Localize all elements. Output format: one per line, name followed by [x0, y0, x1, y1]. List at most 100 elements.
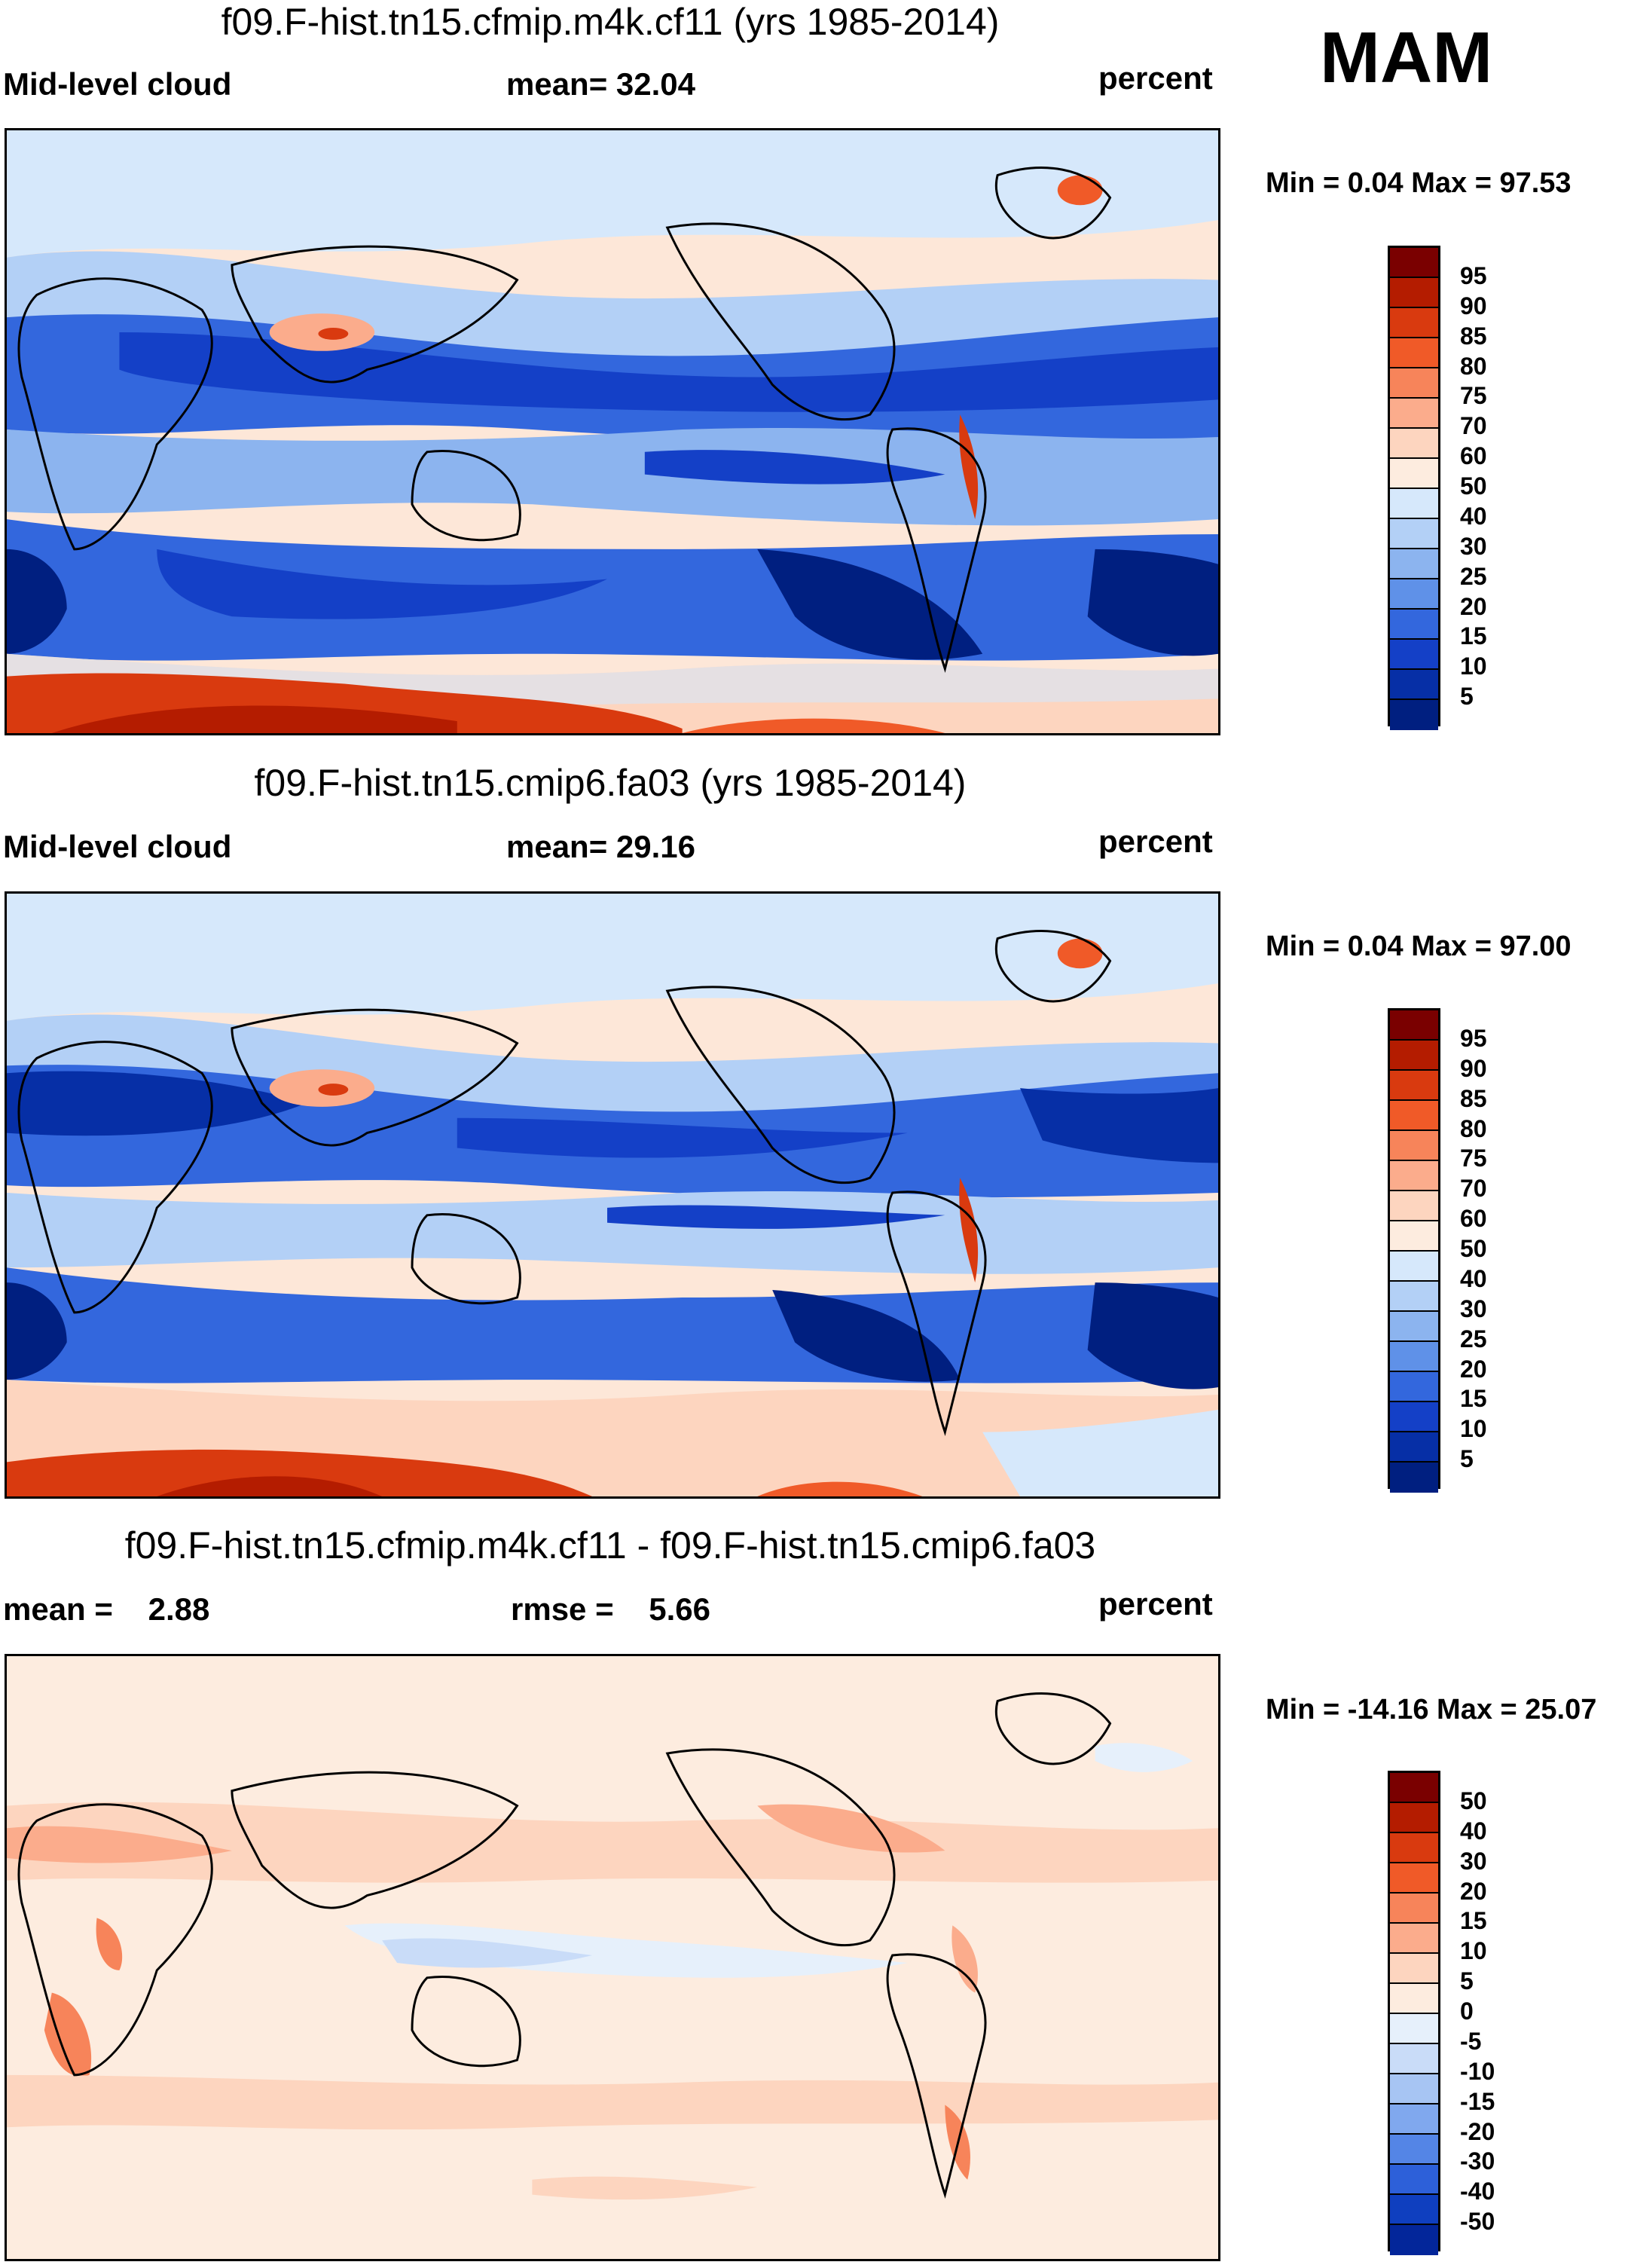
colorbar-tick-label: 90 [1460, 292, 1487, 319]
colorbar-swatch [1390, 2104, 1438, 2135]
colorbar-swatch [1390, 1924, 1438, 1954]
colorbar-tick-label: -10 [1460, 2057, 1495, 2085]
panel3-title: f09.F-hist.tn15.cfmip.m4k.cf11 - f09.F-h… [124, 1524, 1096, 1567]
colorbar-tick-label: 70 [1460, 1175, 1487, 1203]
colorbar-swatch [1390, 1252, 1438, 1282]
season-label: MAM [1320, 17, 1493, 98]
panel3-mean-label: mean = 2.88 [3, 1591, 210, 1627]
colorbar-tick-label: 95 [1460, 261, 1487, 289]
colorbar-tick-label: 10 [1460, 1937, 1487, 1965]
panel1-variable-label: Mid-level cloud [3, 66, 232, 102]
colorbar-tick-label: -20 [1460, 2117, 1495, 2145]
colorbar-swatch [1390, 1071, 1438, 1101]
panel3-colorbar-labels: 50 40 30 20 15 10 5 0 -5 -10 -15 -20 -30 -40 -50 [1460, 1771, 1528, 2253]
panel1-colorbar [1388, 246, 1440, 730]
colorbar-swatch [1390, 459, 1438, 489]
colorbar-tick-label: 20 [1460, 592, 1487, 620]
colorbar-swatch [1390, 700, 1438, 730]
colorbar-swatch [1390, 1221, 1438, 1252]
colorbar-tick-label: 85 [1460, 322, 1487, 350]
colorbar-tick-label: 50 [1460, 1235, 1487, 1262]
colorbar-swatch [1390, 1984, 1438, 2014]
colorbar-tick-label: 0 [1460, 1997, 1474, 2025]
colorbar-swatch [1390, 1773, 1438, 1803]
colorbar-tick-label: 60 [1460, 1205, 1487, 1233]
colorbar-tick-label: 15 [1460, 1907, 1487, 1935]
colorbar-swatch [1390, 2014, 1438, 2044]
colorbar-swatch [1390, 1131, 1438, 1161]
colorbar-swatch [1390, 368, 1438, 399]
colorbar-swatch [1390, 1191, 1438, 1221]
colorbar-swatch [1390, 1954, 1438, 1984]
colorbar-swatch [1390, 1372, 1438, 1402]
colorbar-swatch [1390, 1894, 1438, 1924]
colorbar-tick-label: 50 [1460, 472, 1487, 500]
panel2-minmax: Min = 0.04 Max = 97.00 [1266, 931, 1572, 962]
colorbar-swatch [1390, 1101, 1438, 1131]
colorbar-swatch [1390, 2074, 1438, 2104]
panel1-mean-label: mean= 32.04 [506, 66, 696, 102]
colorbar-tick-label: 80 [1460, 1114, 1487, 1142]
colorbar-swatch [1390, 1402, 1438, 1432]
colorbar-tick-label: 75 [1460, 382, 1487, 410]
colorbar-swatch [1390, 1803, 1438, 1833]
panel2-colorbar [1388, 1008, 1440, 1493]
panel1-map [5, 128, 1220, 735]
panel3-units-label: percent [1098, 1586, 1213, 1622]
colorbar-tick-label: 50 [1460, 1787, 1487, 1814]
colorbar-swatch [1390, 489, 1438, 519]
colorbar-swatch [1390, 1312, 1438, 1342]
colorbar-tick-label: -40 [1460, 2178, 1495, 2205]
panel3-map [5, 1654, 1220, 2261]
colorbar-tick-label: -30 [1460, 2147, 1495, 2175]
colorbar-swatch [1390, 1010, 1438, 1041]
colorbar-tick-label: 30 [1460, 1294, 1487, 1322]
colorbar-swatch [1390, 549, 1438, 579]
panel1-units-label: percent [1098, 60, 1213, 96]
colorbar-swatch [1390, 429, 1438, 459]
colorbar-tick-label: 10 [1460, 1415, 1487, 1443]
colorbar-tick-label: 40 [1460, 1264, 1487, 1292]
colorbar-tick-label: 25 [1460, 562, 1487, 590]
colorbar-tick-label: -50 [1460, 2208, 1495, 2236]
colorbar-swatch [1390, 640, 1438, 670]
panel1-colorbar-labels: 95 90 85 80 75 70 60 50 40 30 25 20 15 10 5 [1460, 246, 1520, 728]
colorbar-swatch [1390, 2225, 1438, 2255]
colorbar-swatch [1390, 1432, 1438, 1463]
colorbar-tick-label: 15 [1460, 1385, 1487, 1413]
colorbar-tick-label: 85 [1460, 1084, 1487, 1112]
colorbar-tick-label: 90 [1460, 1054, 1487, 1082]
colorbar-swatch [1390, 1463, 1438, 1493]
colorbar-tick-label: 5 [1460, 683, 1474, 711]
colorbar-tick-label: 10 [1460, 653, 1487, 680]
colorbar-tick-label: 15 [1460, 622, 1487, 650]
colorbar-swatch [1390, 2165, 1438, 2195]
panel2-mean-label: mean= 29.16 [506, 829, 696, 864]
panel3-colorbar [1388, 1771, 1440, 2255]
colorbar-tick-label: 30 [1460, 1847, 1487, 1875]
colorbar-swatch [1390, 2195, 1438, 2225]
colorbar-tick-label: -15 [1460, 2087, 1495, 2115]
panel2-units-label: percent [1098, 824, 1213, 859]
colorbar-tick-label: 20 [1460, 1877, 1487, 1905]
colorbar-tick-label: 70 [1460, 412, 1487, 440]
colorbar-tick-label: 5 [1460, 1445, 1474, 1473]
colorbar-swatch [1390, 278, 1438, 308]
colorbar-swatch [1390, 399, 1438, 429]
colorbar-tick-label: 20 [1460, 1355, 1487, 1383]
colorbar-tick-label: 25 [1460, 1325, 1487, 1353]
colorbar-swatch [1390, 1863, 1438, 1894]
colorbar-tick-label: 40 [1460, 502, 1487, 530]
colorbar-swatch [1390, 338, 1438, 368]
panel2-colorbar-labels: 95 90 85 80 75 70 60 50 40 30 25 20 15 10 5 [1460, 1008, 1520, 1490]
colorbar-swatch [1390, 1161, 1438, 1191]
panel2-title: f09.F-hist.tn15.cmip6.fa03 (yrs 1985-201… [254, 762, 967, 804]
panel3-minmax: Min = -14.16 Max = 25.07 [1266, 1694, 1597, 1725]
panel1-minmax: Min = 0.04 Max = 97.53 [1266, 167, 1572, 199]
colorbar-swatch [1390, 1833, 1438, 1863]
colorbar-tick-label: 80 [1460, 352, 1487, 380]
colorbar-swatch [1390, 1282, 1438, 1312]
colorbar-swatch [1390, 2044, 1438, 2074]
colorbar-swatch [1390, 1342, 1438, 1372]
colorbar-tick-label: 40 [1460, 1817, 1487, 1845]
